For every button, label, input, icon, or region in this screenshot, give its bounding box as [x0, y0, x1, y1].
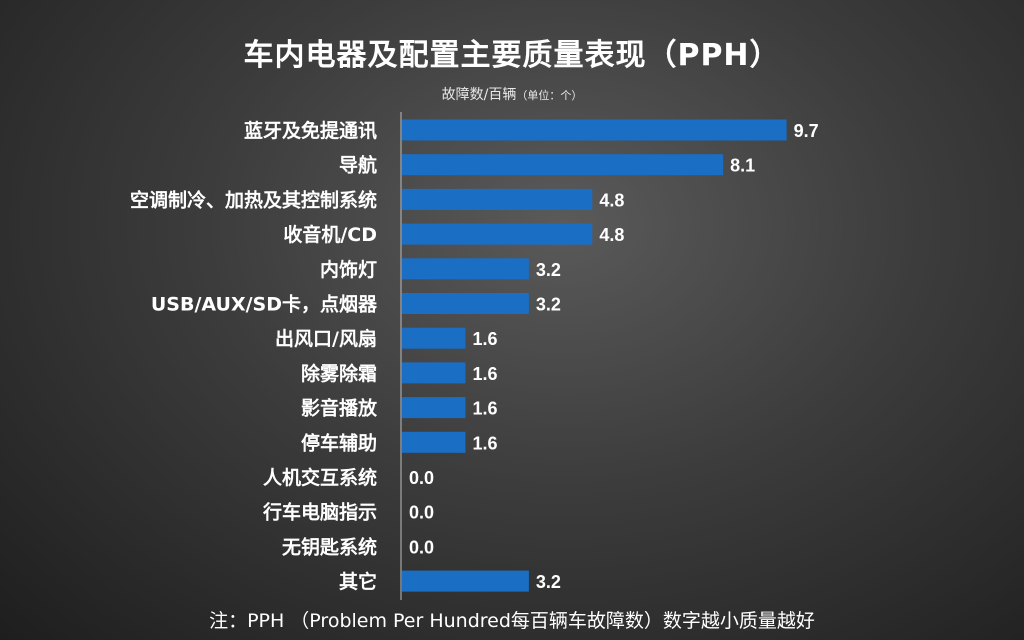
footnote: 注：PPH （Problem Per Hundred每百辆车故障数）数字越小质量…: [209, 610, 815, 632]
value-label: 1.6: [472, 433, 497, 453]
category-label: 其它: [339, 570, 377, 593]
category-label: 内饰灯: [320, 258, 377, 281]
category-label: 停车辅助: [301, 431, 377, 454]
chart-title: 车内电器及配置主要质量表现（PPH）: [243, 38, 781, 73]
category-label: 导航: [339, 154, 377, 177]
bar: [402, 431, 466, 453]
category-label: 影音播放: [301, 397, 378, 420]
bar: [402, 293, 529, 314]
value-label: 1.6: [472, 364, 497, 384]
bars-group: 蓝牙及免提通讯 9.7 导航 8.1 空调制冷、加热及其控制系统 4.8 收音机/CD 4.8…: [130, 119, 819, 593]
value-label: 3.2: [536, 260, 561, 280]
value-label: 0.0: [409, 537, 434, 557]
value-label: 8.1: [730, 156, 755, 176]
category-label: 人机交互系统: [263, 466, 377, 489]
category-label: 出风口/风扇: [275, 327, 377, 350]
category-label: USB/AUX/SD卡，点烟器: [151, 293, 378, 316]
value-label: 1.6: [472, 399, 497, 419]
bar: [402, 188, 593, 210]
unit-note: （单位：个）: [516, 89, 583, 102]
bar: [402, 362, 466, 384]
value-label: 4.8: [599, 190, 624, 210]
bar: [402, 570, 529, 592]
value-label: 1.6: [472, 329, 497, 349]
value-label: 4.8: [599, 225, 624, 245]
value-label: 3.2: [536, 572, 561, 592]
bar: [402, 119, 787, 141]
value-label: 0.0: [409, 468, 434, 488]
value-label: 3.2: [536, 295, 561, 315]
value-label: 9.7: [794, 121, 819, 141]
bar: [402, 154, 724, 176]
subtitle-text: 故障数/百辆: [441, 87, 517, 103]
value-label: 0.0: [409, 503, 434, 523]
bar: [402, 258, 529, 280]
category-label: 空调制冷、加热及其控制系统: [130, 188, 377, 211]
category-label: 无钥匙系统: [282, 535, 377, 558]
chart-subtitle: 故障数/百辆（单位：个）: [0, 84, 1024, 104]
category-label: 蓝牙及免提通讯: [244, 119, 377, 142]
category-label: 除雾除霜: [301, 362, 377, 385]
category-label: 收音机/CD: [283, 223, 377, 246]
category-label: 行车电脑指示: [262, 501, 377, 524]
bar: [402, 397, 466, 419]
bar: [402, 327, 466, 349]
bar: [402, 223, 593, 245]
